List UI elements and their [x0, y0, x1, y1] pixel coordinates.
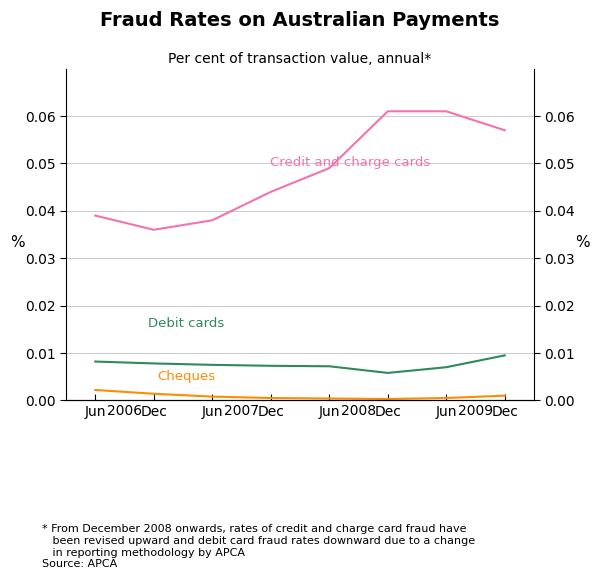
Y-axis label: %: % [575, 235, 589, 249]
Text: Fraud Rates on Australian Payments: Fraud Rates on Australian Payments [100, 11, 500, 30]
Text: Cheques: Cheques [157, 370, 215, 383]
Text: 2008: 2008 [341, 404, 376, 418]
Text: * From December 2008 onwards, rates of credit and charge card fraud have
   been: * From December 2008 onwards, rates of c… [42, 525, 475, 569]
Text: 2009: 2009 [458, 404, 493, 418]
Text: Debit cards: Debit cards [148, 317, 224, 330]
Title: Per cent of transaction value, annual*: Per cent of transaction value, annual* [169, 52, 431, 66]
Text: 2007: 2007 [224, 404, 259, 418]
Text: 2006: 2006 [107, 404, 142, 418]
Text: Credit and charge cards: Credit and charge cards [269, 156, 430, 169]
Y-axis label: %: % [11, 235, 25, 249]
